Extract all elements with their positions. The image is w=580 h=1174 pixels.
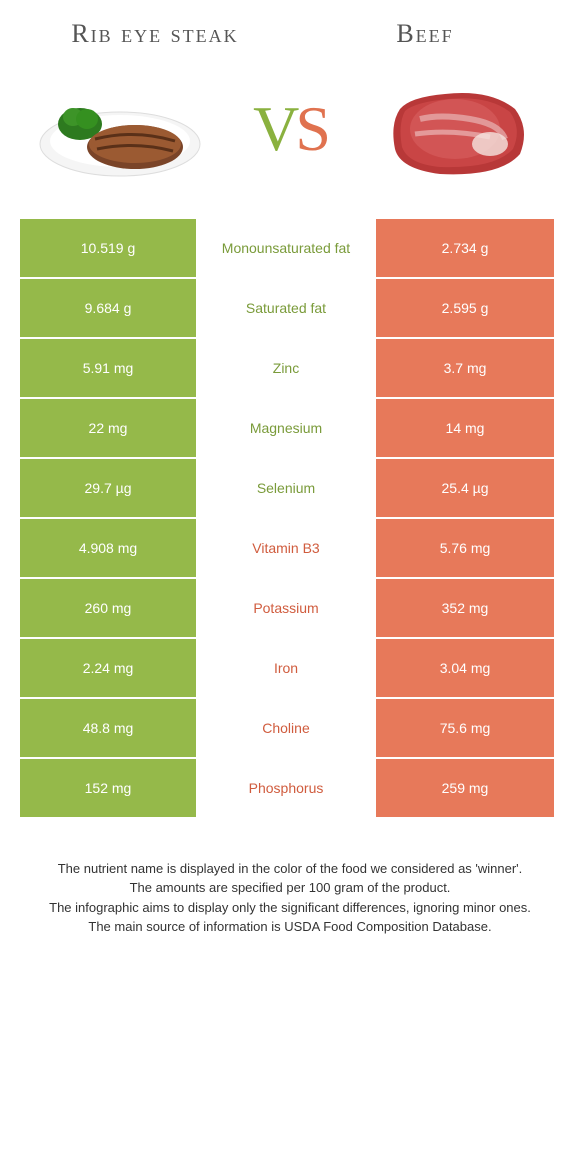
table-row: 22 mgMagnesium14 mg bbox=[20, 399, 560, 459]
nutrient-label: Phosphorus bbox=[198, 759, 376, 819]
table-row: 10.519 gMonounsaturated fat2.734 g bbox=[20, 219, 560, 279]
footer-line: The nutrient name is displayed in the co… bbox=[30, 859, 550, 879]
table-row: 2.24 mgIron3.04 mg bbox=[20, 639, 560, 699]
nutrient-label: Monounsaturated fat bbox=[198, 219, 376, 279]
images-row: VS bbox=[0, 59, 580, 219]
left-value: 48.8 mg bbox=[20, 699, 198, 759]
left-value: 152 mg bbox=[20, 759, 198, 819]
nutrient-label: Iron bbox=[198, 639, 376, 699]
left-value: 29.7 µg bbox=[20, 459, 198, 519]
table-row: 48.8 mgCholine75.6 mg bbox=[20, 699, 560, 759]
nutrient-label: Zinc bbox=[198, 339, 376, 399]
nutrient-label: Magnesium bbox=[198, 399, 376, 459]
left-value: 5.91 mg bbox=[20, 339, 198, 399]
header: Rib eye steak Beef bbox=[0, 0, 580, 59]
left-value: 9.684 g bbox=[20, 279, 198, 339]
table-row: 29.7 µgSelenium25.4 µg bbox=[20, 459, 560, 519]
left-value: 2.24 mg bbox=[20, 639, 198, 699]
right-value: 352 mg bbox=[376, 579, 554, 639]
vs-v: V bbox=[253, 93, 295, 164]
footer-line: The amounts are specified per 100 gram o… bbox=[30, 878, 550, 898]
vs-label: VS bbox=[235, 92, 345, 166]
table-row: 152 mgPhosphorus259 mg bbox=[20, 759, 560, 819]
table-row: 260 mgPotassium352 mg bbox=[20, 579, 560, 639]
table-row: 4.908 mgVitamin B35.76 mg bbox=[20, 519, 560, 579]
nutrient-label: Saturated fat bbox=[198, 279, 376, 339]
footer-line: The main source of information is USDA F… bbox=[30, 917, 550, 937]
nutrient-label: Selenium bbox=[198, 459, 376, 519]
right-value: 3.04 mg bbox=[376, 639, 554, 699]
nutrient-label: Choline bbox=[198, 699, 376, 759]
right-food-image bbox=[355, 69, 555, 189]
right-value: 2.734 g bbox=[376, 219, 554, 279]
right-value: 25.4 µg bbox=[376, 459, 554, 519]
right-value: 2.595 g bbox=[376, 279, 554, 339]
right-value: 5.76 mg bbox=[376, 519, 554, 579]
table-row: 5.91 mgZinc3.7 mg bbox=[20, 339, 560, 399]
right-value: 259 mg bbox=[376, 759, 554, 819]
nutrient-label: Vitamin B3 bbox=[198, 519, 376, 579]
left-value: 10.519 g bbox=[20, 219, 198, 279]
footer-notes: The nutrient name is displayed in the co… bbox=[0, 819, 580, 957]
nutrient-label: Potassium bbox=[198, 579, 376, 639]
left-value: 4.908 mg bbox=[20, 519, 198, 579]
left-value: 22 mg bbox=[20, 399, 198, 459]
vs-s: S bbox=[295, 93, 327, 164]
right-value: 14 mg bbox=[376, 399, 554, 459]
right-food-title: Beef bbox=[290, 20, 560, 49]
nutrient-table: 10.519 gMonounsaturated fat2.734 g9.684 … bbox=[20, 219, 560, 819]
left-food-title: Rib eye steak bbox=[20, 20, 290, 49]
table-row: 9.684 gSaturated fat2.595 g bbox=[20, 279, 560, 339]
left-food-image bbox=[25, 69, 225, 189]
left-value: 260 mg bbox=[20, 579, 198, 639]
right-value: 75.6 mg bbox=[376, 699, 554, 759]
footer-line: The infographic aims to display only the… bbox=[30, 898, 550, 918]
right-value: 3.7 mg bbox=[376, 339, 554, 399]
